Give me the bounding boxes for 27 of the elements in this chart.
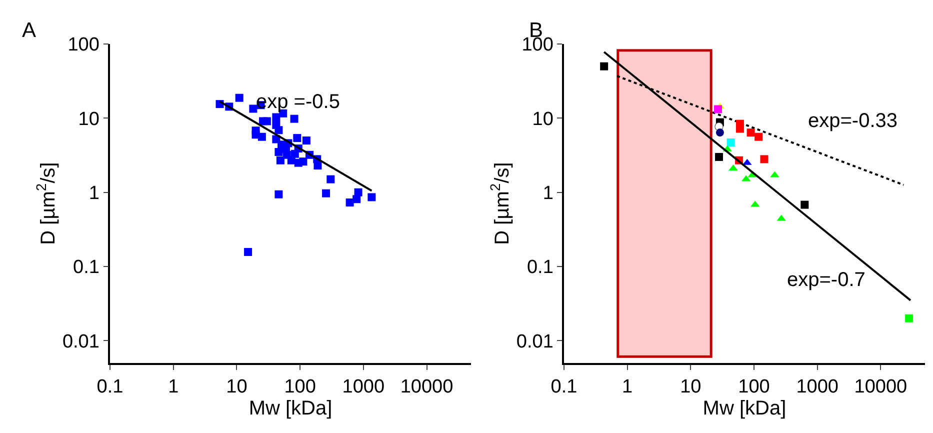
y-tick-label: 0.01 — [516, 331, 554, 352]
x-axis-title: Mw [kDa] — [702, 398, 786, 420]
x-tick-label: 10000 — [400, 376, 454, 398]
x-tick-label: 1 — [168, 376, 179, 398]
x-tick-label: 10 — [226, 376, 248, 398]
y-tick-label: 10 — [532, 108, 554, 130]
x-tick-label: 100 — [284, 376, 316, 398]
x-tick-label: 10000 — [854, 376, 908, 398]
y-tick-label: 1 — [542, 182, 554, 204]
x-tick-label: 1 — [622, 376, 633, 398]
y-tick-label: 0.01 — [62, 331, 100, 352]
y-tick-label: 100 — [68, 34, 100, 56]
x-tick-label: 1000 — [342, 376, 385, 398]
x-tick-label: 10 — [680, 376, 702, 398]
x-axis-title: Mw [kDa] — [248, 398, 332, 420]
y-tick-label: 10 — [78, 108, 100, 130]
x-tick-label: 0.1 — [550, 376, 578, 398]
y-tick-label: 0.1 — [73, 257, 100, 278]
annotation: exp=-0.33 — [808, 110, 898, 132]
x-tick-label: 1000 — [796, 376, 839, 398]
y-tick-label: 0.1 — [526, 257, 554, 278]
annotation: exp=-0.7 — [787, 269, 866, 291]
x-tick-label: 100 — [738, 376, 770, 398]
annotation: exp =-0.5 — [256, 91, 340, 113]
chart-title: A — [22, 19, 36, 42]
x-tick-label: 0.1 — [96, 376, 124, 398]
y-tick-label: 1 — [88, 182, 100, 204]
